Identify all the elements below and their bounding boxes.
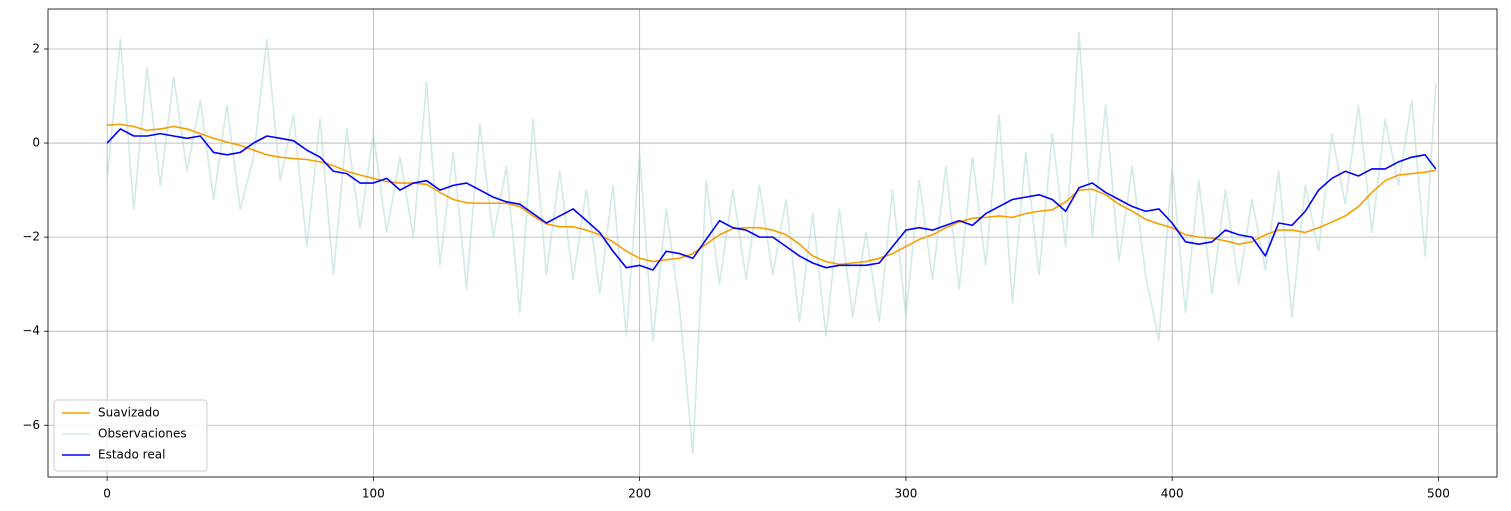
legend: Suavizado Observaciones Estado real bbox=[53, 399, 208, 472]
legend-label: Suavizado bbox=[98, 406, 160, 420]
series-line bbox=[107, 123, 1436, 266]
legend-box bbox=[53, 399, 208, 472]
x-tick-label: 400 bbox=[1161, 487, 1184, 501]
x-tick-label: 500 bbox=[1427, 487, 1450, 501]
legend-label: Estado real bbox=[98, 448, 165, 462]
x-tick-label: 200 bbox=[628, 487, 651, 501]
plot-frame bbox=[47, 8, 1498, 478]
series-line bbox=[106, 128, 1437, 271]
series-line bbox=[106, 31, 1437, 455]
x-tick-label: 300 bbox=[894, 487, 917, 501]
y-tick-label: −2 bbox=[22, 230, 40, 244]
x-tick-label: 0 bbox=[103, 487, 111, 501]
y-tick-label: 2 bbox=[32, 41, 40, 55]
y-tick-label: −6 bbox=[22, 418, 40, 432]
x-tick-label: 100 bbox=[362, 487, 385, 501]
y-tick-label: 0 bbox=[32, 136, 40, 150]
legend-label: Observaciones bbox=[98, 427, 187, 441]
y-tick-label: −4 bbox=[22, 324, 40, 338]
